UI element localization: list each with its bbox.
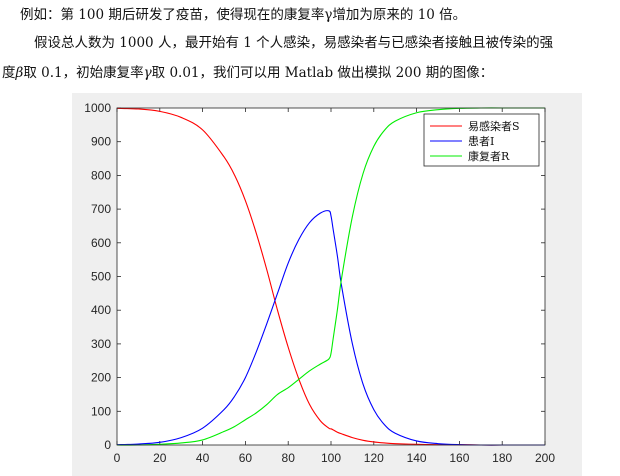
sir-chart: 0 20 40 60 80 100 120 140 160 180 200 0 100 200 300 400…: [72, 93, 582, 476]
legend-box: [423, 113, 540, 167]
legend-label: 康复者R: [468, 149, 510, 163]
gamma-symbol: γ: [143, 65, 152, 81]
paragraph-line-1: 例如：第 100 期后研发了疫苗，使得现在的康复率γ增加为原来的 10 倍。: [20, 7, 467, 23]
x-tick-label: 40: [196, 451, 210, 465]
legend-label: 患者I: [468, 135, 494, 148]
y-tick-label: 900: [91, 135, 111, 149]
x-tick-label: 160: [449, 451, 469, 465]
y-tick-label: 1000: [84, 101, 111, 115]
paragraph-line-2: 假设总人数为 1000 人，最开始有 1 个人感染，易感染者与已感染者接触且被传…: [34, 35, 554, 51]
x-tick-label: 20: [153, 451, 167, 465]
y-tick-label: 600: [91, 236, 111, 250]
x-tick-label: 200: [535, 451, 555, 465]
y-tick-label: 100: [91, 404, 111, 418]
paragraph-line-3: 度β取 0.1，初始康复率γ取 0.01，我们可以用 Matlab 做出模拟 2…: [2, 65, 493, 81]
x-tick-label: 80: [282, 451, 296, 465]
y-tick-label: 200: [91, 371, 111, 385]
line3-middle: 取 0.1，初始康复率: [23, 65, 144, 81]
line3-suffix: 取 0.01，我们可以用 Matlab 做出模拟 200 期的图像：: [151, 65, 494, 81]
sir-chart-container: 0 20 40 60 80 100 120 140 160 180 200 0 100 200 300 400…: [72, 93, 582, 476]
y-tick-label: 400: [91, 303, 111, 317]
x-tick-label: 0: [114, 451, 121, 465]
x-tick-label: 100: [321, 451, 341, 465]
y-tick-label: 800: [91, 168, 111, 182]
infected-line: [116, 210, 545, 446]
x-tick-label: 120: [364, 451, 384, 465]
legend-label: 易感染者S: [468, 119, 520, 133]
x-tick-label: 180: [492, 451, 512, 465]
beta-symbol: β: [15, 65, 24, 81]
y-tick-label: 500: [91, 270, 111, 284]
axes-box: [116, 107, 546, 446]
recovered-line: [116, 107, 545, 446]
x-tick-label: 60: [239, 451, 253, 465]
x-tick-label: 140: [407, 451, 427, 465]
line3-prefix: 度: [2, 65, 16, 81]
y-tick-label: 300: [91, 337, 111, 351]
y-tick-label: 700: [91, 202, 111, 216]
y-tick-label: 0: [104, 438, 111, 452]
